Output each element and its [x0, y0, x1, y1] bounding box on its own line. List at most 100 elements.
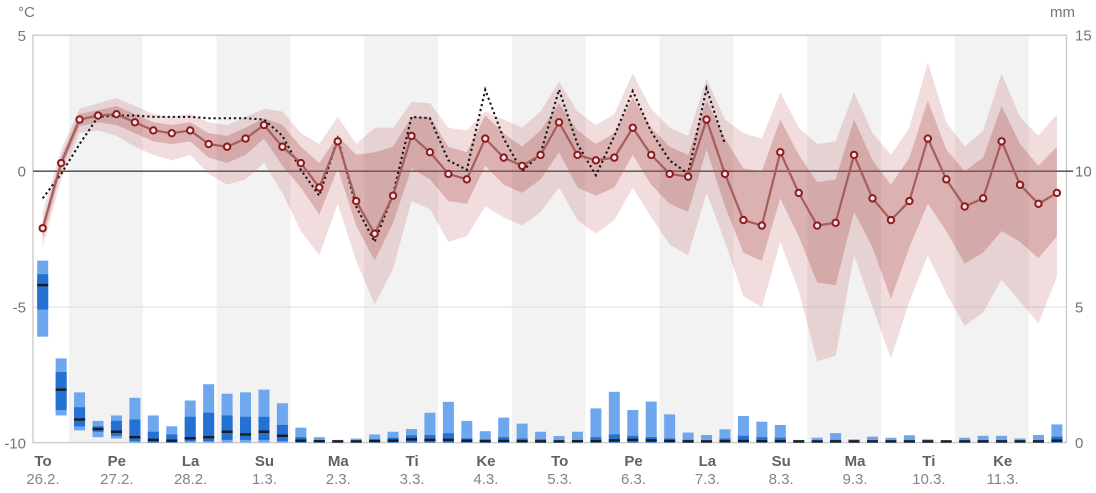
precip-median-tick [74, 418, 86, 421]
precip-90pct-bar [664, 414, 676, 443]
day-name-label: Ti [406, 453, 419, 470]
left-axis-tick-labels: 5 0 -5 -10 [4, 28, 26, 452]
precip-90pct-bar [387, 431, 399, 443]
x-axis-day-labels: To26.2.Pe27.2.La28.2.Su1.3.Ma2.3.Ti3.3.K… [26, 453, 1018, 488]
temperature-point-marker [167, 128, 176, 138]
precip-median-tick [737, 439, 749, 443]
precip-90pct-bar [830, 433, 842, 443]
left-axis-tick-label: -10 [4, 435, 26, 452]
right-axis-tick-label: 5 [1075, 299, 1083, 316]
precip-50pct-bar [55, 371, 67, 411]
precip-90pct-bar [166, 426, 178, 443]
temperature-point-marker [960, 202, 969, 211]
precipitation-bars [37, 260, 1063, 443]
temperature-50pct-band [42, 97, 1057, 299]
temperature-point-marker [683, 172, 693, 181]
left-axis-unit-label: °C [18, 4, 35, 21]
day-name-label: La [182, 453, 200, 470]
right-axis-tick-label: 0 [1075, 435, 1083, 452]
temperature-point-marker [333, 137, 342, 146]
precip-90pct-bar [996, 435, 1008, 443]
precip-median-tick [756, 440, 768, 443]
right-axis-tick-label: 15 [1075, 28, 1092, 45]
precip-median-tick [1051, 439, 1063, 442]
precip-median-tick [184, 437, 196, 440]
left-axis-tick-label: -5 [13, 300, 26, 317]
temperature-point-marker [997, 137, 1006, 146]
temperature-point-marker [1015, 180, 1025, 189]
precip-median-tick [535, 440, 547, 443]
precip-90pct-bar [977, 435, 989, 443]
grid-and-borders [32, 34, 1073, 444]
precip-median-tick [461, 439, 473, 442]
day-name-label: Pe [624, 453, 642, 470]
temperature-point-marker [628, 123, 637, 132]
precip-median-tick [608, 439, 620, 442]
temperature-point-marker [739, 215, 748, 225]
left-axis-tick-label: 5 [18, 28, 26, 45]
temperature-point-marker [315, 183, 324, 192]
precip-90pct-bar [719, 429, 731, 443]
precip-90pct-bar [295, 427, 307, 443]
temperature-point-marker [296, 158, 306, 168]
precip-50pct-bar [221, 415, 233, 440]
precip-median-tick [406, 438, 417, 441]
precip-90pct-bar [442, 401, 454, 443]
day-background-bands [69, 35, 1029, 443]
precip-median-tick [387, 439, 399, 442]
temperature-point-marker [351, 196, 361, 206]
day-name-label: Ti [922, 453, 935, 470]
day-name-label: To [34, 453, 51, 470]
precip-median-tick [811, 440, 823, 443]
temperature-point-marker [241, 134, 250, 143]
precip-90pct-bar [885, 437, 897, 443]
precip-50pct-bar [608, 434, 620, 443]
precip-50pct-bar [737, 435, 749, 443]
precip-median-tick [682, 440, 694, 443]
precip-median-tick [959, 440, 971, 443]
temperature-point-marker [149, 126, 158, 135]
precip-90pct-bar [516, 423, 528, 443]
precip-median-tick [295, 439, 307, 442]
day-band [807, 35, 882, 443]
precip-90pct-bar [701, 434, 713, 443]
precip-median-tick [498, 439, 510, 443]
precip-90pct-bar [959, 437, 971, 443]
precip-50pct-bar [258, 416, 270, 440]
day-name-label: Ma [328, 453, 349, 470]
day-name-label: Pe [108, 453, 126, 470]
temperature-point-marker [259, 120, 269, 130]
precip-50pct-bar [590, 437, 602, 443]
day-date-label: 4.3. [473, 471, 498, 488]
precip-median-tick [240, 433, 252, 436]
precip-90pct-bar [867, 436, 878, 443]
plot-border [32, 34, 1068, 444]
temperature-markers [38, 109, 1062, 238]
temperature-point-marker [647, 150, 656, 160]
day-name-label: Su [772, 453, 791, 470]
precip-median-tick [221, 430, 233, 433]
precip-median-tick [885, 440, 897, 443]
precip-90pct-bar [590, 408, 602, 443]
precip-median-tick [645, 439, 657, 442]
precip-50pct-bar [756, 437, 768, 443]
day-date-label: 10.3. [912, 471, 945, 488]
precip-median-tick [903, 440, 915, 443]
day-date-label: 2.3. [326, 471, 351, 488]
precip-50pct-bar [240, 416, 252, 440]
precip-median-tick [867, 440, 878, 443]
precip-50pct-bar [74, 407, 86, 427]
precip-median-tick [166, 439, 178, 442]
temperature-point-marker [942, 175, 951, 184]
precip-median-tick [516, 440, 528, 443]
precip-50pct-bar [129, 419, 141, 442]
precip-median-tick [922, 440, 934, 443]
precip-50pct-bar [147, 431, 159, 443]
precip-90pct-bar [811, 437, 823, 443]
temperature-point-marker [868, 194, 877, 203]
temperature-point-marker [204, 139, 213, 149]
precip-90pct-bar [903, 435, 915, 443]
precip-median-tick [1014, 440, 1026, 443]
day-band [69, 35, 143, 443]
